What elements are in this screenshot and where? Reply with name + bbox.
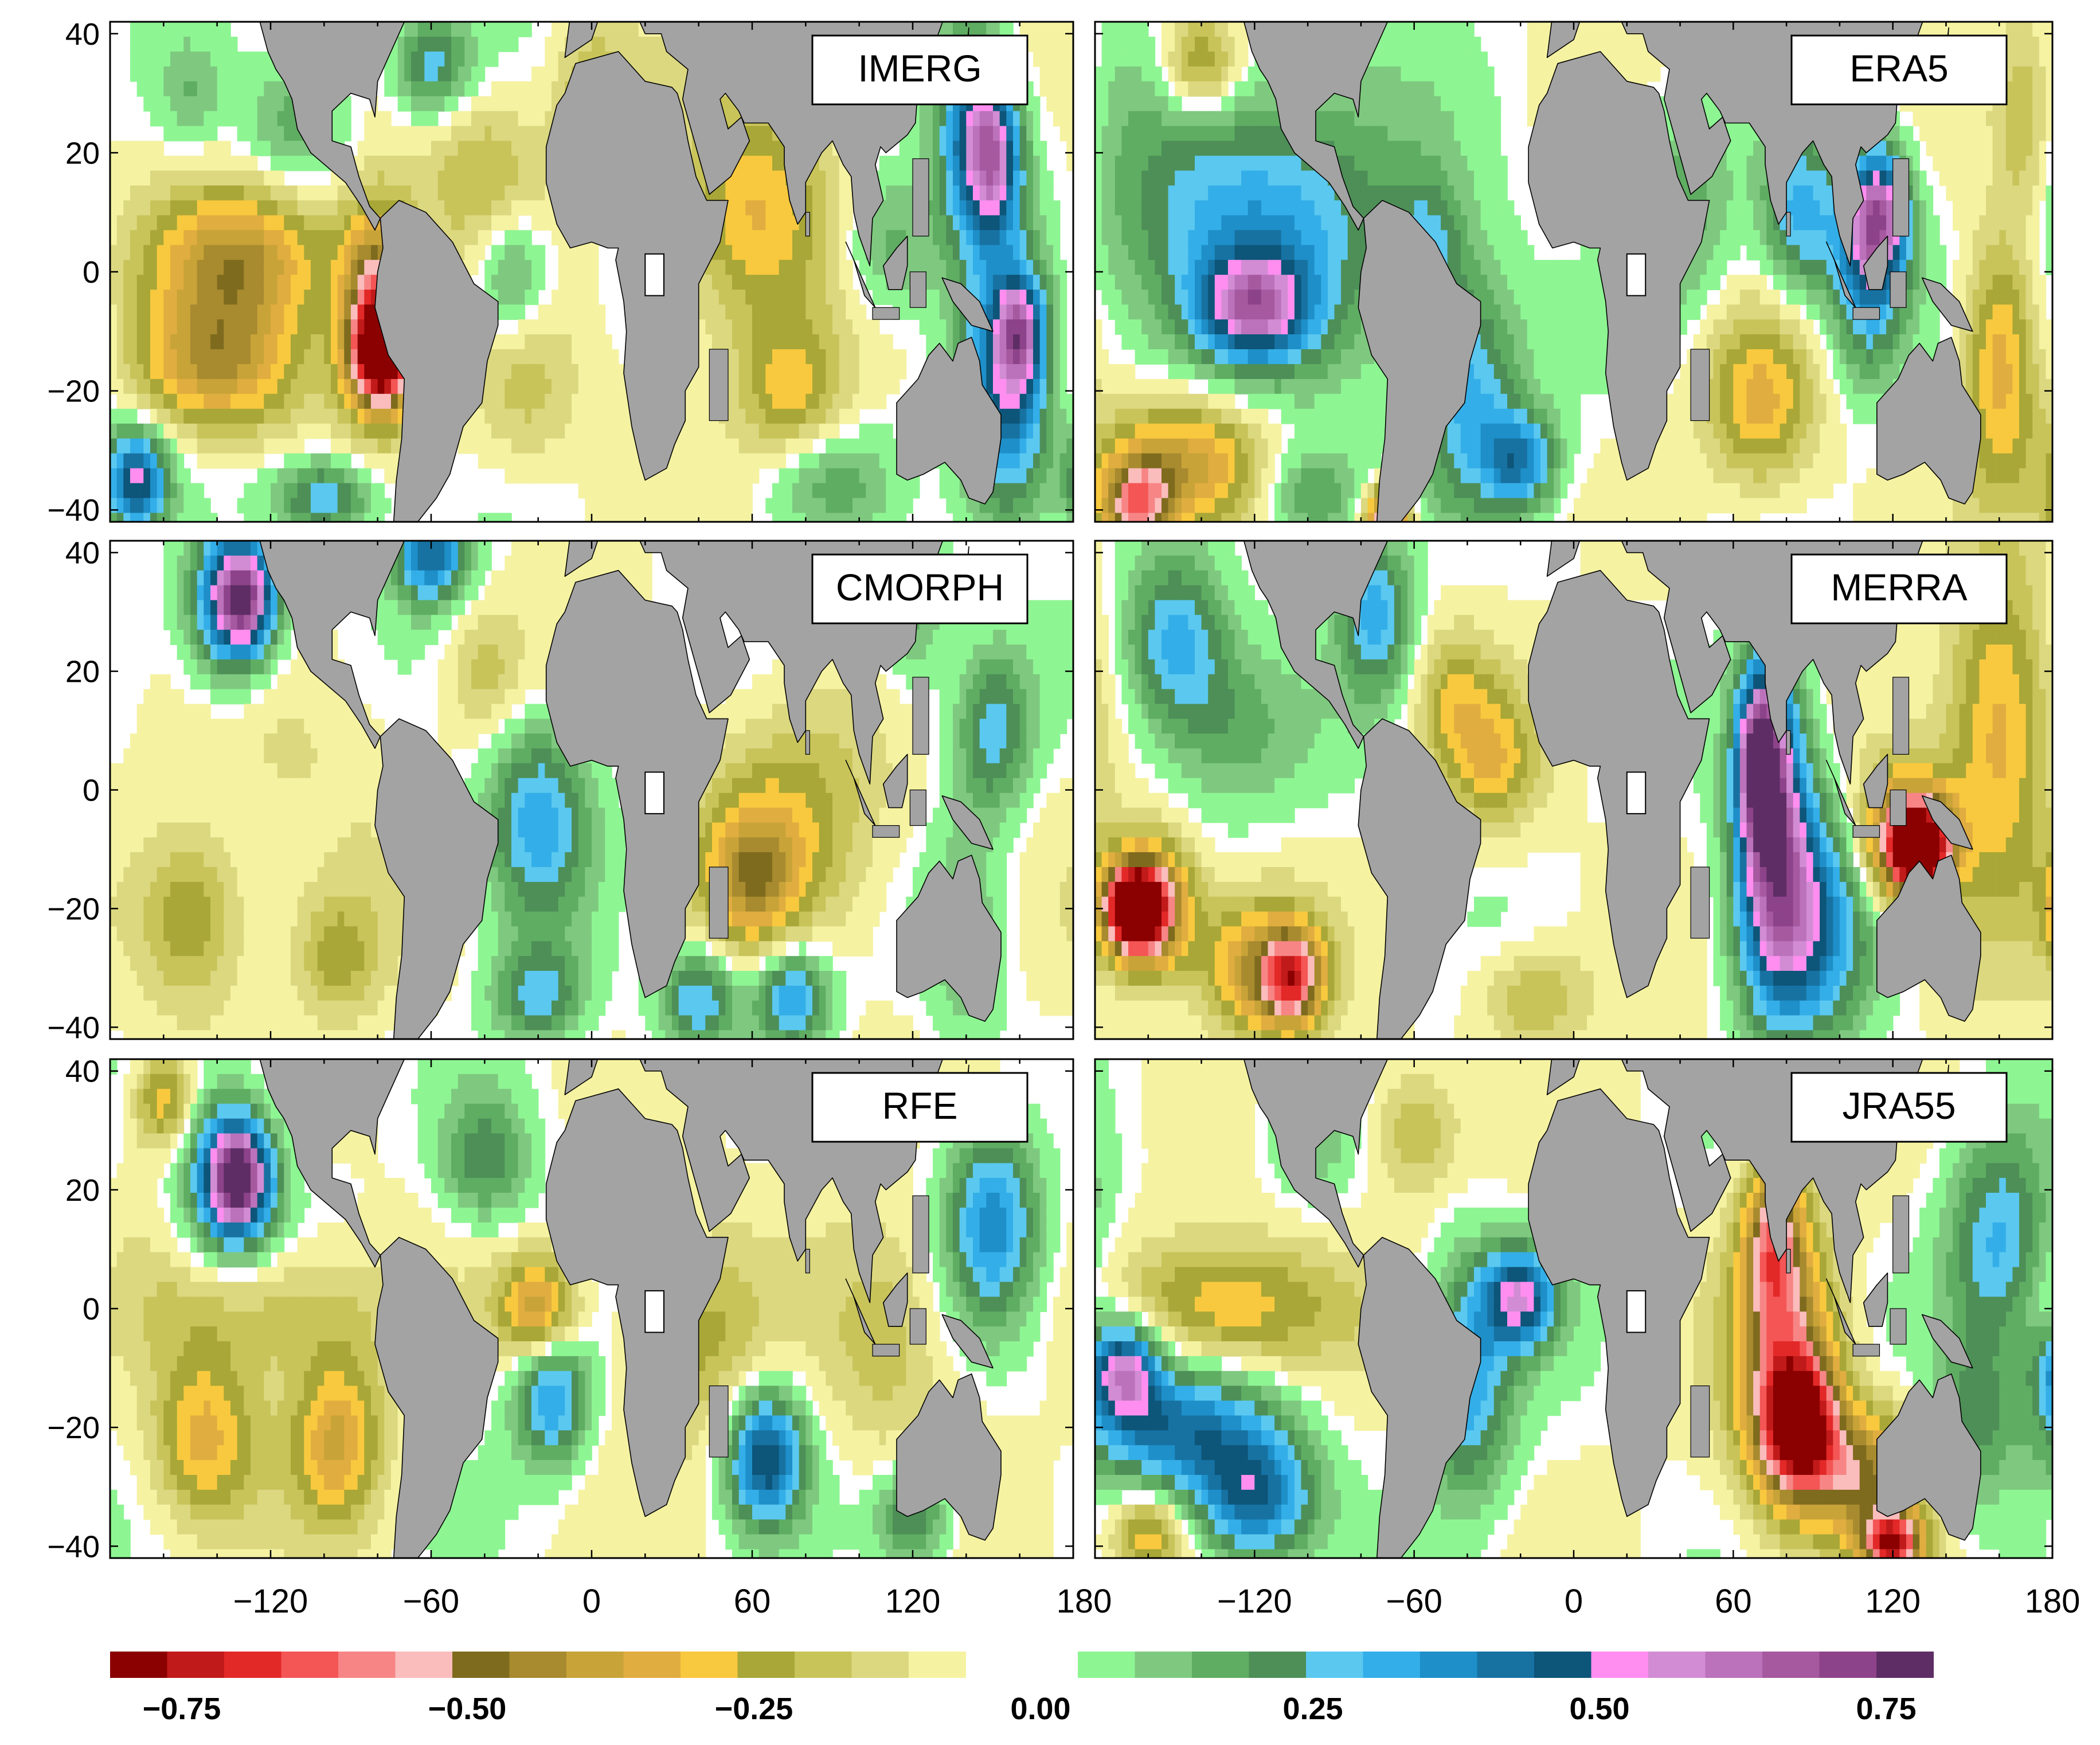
colorbar-swatch [110,1652,167,1678]
x-tick-label: 60 [734,1583,771,1620]
colorbar-swatch [224,1652,281,1678]
colorbar-swatch [396,1652,453,1678]
colorbar-swatch [1762,1652,1820,1678]
x-tick-label: 0 [582,1583,601,1620]
colorbar-swatch [1820,1652,1877,1678]
y-tick-label: 20 [65,1173,100,1208]
colorbar-swatch [1591,1652,1649,1678]
y-tick-label: −40 [47,1529,100,1564]
colorbar-swatch [1648,1652,1706,1678]
y-tick-label: 20 [65,655,100,689]
colorbar-swatch [1706,1652,1763,1678]
y-tick-label: −20 [47,374,100,409]
colorbar-swatch [738,1652,795,1678]
y-tick-label: 0 [83,255,100,290]
panel-label: IMERG [858,47,981,89]
colorbar-swatch [624,1652,681,1678]
panel-label: JRA55 [1842,1084,1956,1127]
colorbar-swatch [1876,1652,1934,1678]
colorbar-swatch [852,1652,909,1678]
colorbar-swatch [1192,1652,1249,1678]
colorbar-swatch [452,1652,510,1678]
colorbar-tick-label: −0.50 [428,1692,507,1726]
y-tick-label: 0 [83,1292,100,1326]
colorbar-tick-label: 0.00 [1010,1692,1070,1726]
colorbar-swatch [1306,1652,1363,1678]
panel-era5: ERA5 [1095,0,2053,599]
x-tick-label: −60 [1386,1583,1442,1620]
panel-label: MERRA [1831,566,1967,608]
colorbar-swatch [1477,1652,1535,1678]
panel-label: RFE [882,1084,958,1127]
colorbar-swatch [1420,1652,1477,1678]
y-tick-label: 40 [65,1055,100,1089]
colorbar-swatch [1249,1652,1307,1678]
colorbar-swatch [1363,1652,1421,1678]
panel-label: ERA5 [1849,47,1948,89]
x-tick-label: −120 [233,1583,308,1620]
colorbar-tick-label: −0.25 [715,1692,793,1726]
panel-imerg: 40 20 0 −20 −40 IMERG [47,0,1073,599]
y-tick-label: −20 [47,892,100,926]
y-tick-label: 40 [65,536,100,571]
x-tick-label: −60 [403,1583,459,1620]
colorbar-tick-label: −0.75 [143,1692,221,1726]
y-tick-label: 40 [65,17,100,52]
y-tick-label: −20 [47,1411,100,1445]
colorbar-tick-label: 0.25 [1282,1692,1343,1726]
x-tick-label: 180 [2025,1583,2081,1620]
colorbar-swatch [338,1652,396,1678]
panel-label: CMORPH [836,566,1004,608]
colorbar-swatch [681,1652,738,1678]
x-tick-label: 120 [1865,1583,1921,1620]
colorbar-swatch [1078,1652,1135,1678]
colorbar-swatch [1534,1652,1591,1678]
y-tick-label: −40 [47,493,100,528]
x-tick-label: −120 [1217,1583,1292,1620]
x-tick-label: 180 [1057,1583,1112,1620]
x-tick-label: 60 [1715,1583,1752,1620]
x-tick-label: 0 [1565,1583,1583,1620]
colorbar-swatch [281,1652,339,1678]
colorbar-swatch [795,1652,852,1678]
colorbar-swatch [1135,1652,1192,1678]
x-tick-label: 120 [885,1583,941,1620]
colorbar-swatch [909,1652,966,1678]
y-tick-label: 20 [65,136,100,170]
y-tick-label: −40 [47,1010,100,1045]
colorbar-tick-label: 0.75 [1856,1692,1916,1726]
colorbar-tick-label: 0.50 [1569,1692,1629,1726]
colorbar-swatch [510,1652,567,1678]
colorbar-swatch [167,1652,225,1678]
colorbar: −0.75 −0.50 −0.25 0.00 0.25 0.50 0.75 [110,1652,1934,1726]
y-tick-label: 0 [83,774,100,808]
colorbar-swatch [566,1652,624,1678]
